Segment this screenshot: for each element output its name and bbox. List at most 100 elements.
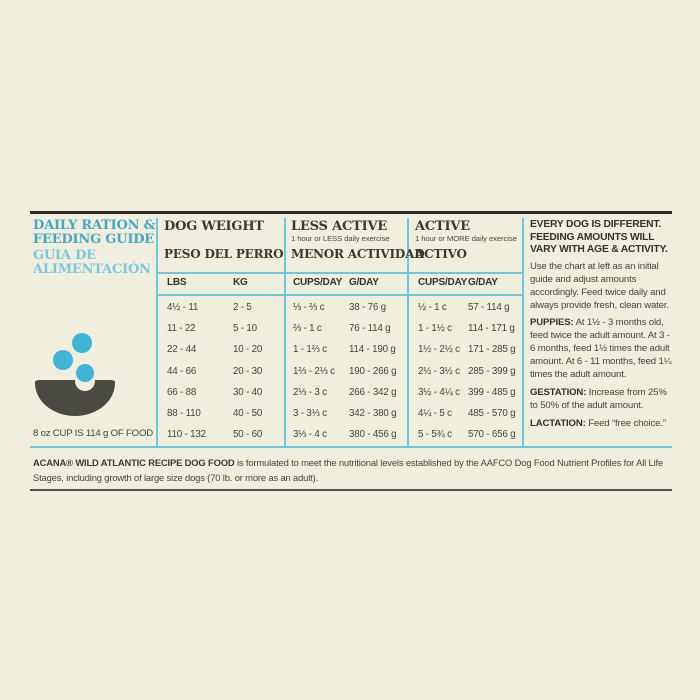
cell-lbs: 11 - 22 [167, 323, 196, 335]
advice-heading-line2: FEEDING AMOUNTS WILL [530, 231, 655, 243]
kibble-dot-icon [72, 333, 92, 353]
cell-cups-active: 2½ - 3½ c [418, 365, 460, 377]
guia-subtitle: GUIA DE ALIMENTACIÓN [33, 249, 158, 277]
cell-grams-active: 114 - 171 g [468, 323, 515, 335]
puppies-text: At 1½ - 3 months old, feed twice the adu… [530, 317, 672, 381]
kibble-dot-icon [76, 364, 94, 382]
cell-kg: 20 - 30 [233, 365, 263, 377]
cell-kg: 10 - 20 [233, 344, 263, 356]
gestation-text: Increase from 25% to 50% of the adult am… [530, 386, 667, 411]
table-row: 110 - 132 50 - 60 3⅓ - 4 c 380 - 456 g 5… [0, 426, 700, 447]
column-divider [522, 218, 524, 447]
cell-cups-active: 4¼ - 5 c [418, 407, 452, 419]
cell-grams-less-active: 266 - 342 g [349, 386, 397, 398]
group-title: DOG WEIGHT [164, 219, 264, 234]
cell-grams-active: 285 - 399 g [468, 365, 516, 377]
group-title-spanish: MENOR ACTIVIDAD [291, 247, 425, 261]
advice-section-lactation: LACTATION: Feed “free choice.” [530, 418, 676, 431]
cell-cups-less-active: 3⅓ - 4 c [293, 429, 327, 441]
cell-kg: 50 - 60 [233, 429, 263, 441]
table-row: 44 - 66 20 - 30 1⅔ - 2⅓ c 190 - 266 g 2½… [0, 363, 700, 384]
table-body: 4½ - 11 2 - 5 ⅓ - ⅔ c 38 - 76 g ½ - 1 c … [0, 299, 700, 447]
cell-cups-less-active: 2⅓ - 3 c [293, 386, 327, 398]
group-title-spanish: PESO DEL PERRO [164, 247, 284, 261]
cell-grams-less-active: 76 - 114 g [349, 323, 391, 335]
cell-lbs: 22 - 44 [167, 344, 197, 356]
col-label-kg: KG [233, 277, 248, 288]
advice-section-gestation: GESTATION: Increase from 25% to 50% of t… [530, 387, 676, 413]
daily-ration-title-line1: DAILY RATION & [33, 218, 156, 233]
column-divider [156, 218, 158, 447]
cell-cups-active: 5 - 5¾ c [418, 429, 452, 441]
cell-kg: 40 - 50 [233, 407, 263, 419]
advice-heading: EVERY DOG IS DIFFERENT. FEEDING AMOUNTS … [530, 219, 676, 257]
advice-heading-line1: EVERY DOG IS DIFFERENT. [530, 219, 661, 230]
lactation-label: LACTATION: [530, 417, 586, 429]
header-divider [156, 294, 524, 296]
group-subtitle: 1 hour or MORE daily exercise [415, 234, 517, 243]
col-label-lbs: LBS [167, 277, 187, 288]
group-title-spanish: ACTIVO [415, 247, 467, 261]
lactation-text: Feed “free choice.” [588, 417, 666, 429]
table-row: 4½ - 11 2 - 5 ⅓ - ⅔ c 38 - 76 g ½ - 1 c … [0, 299, 700, 320]
group-header-dog-weight: DOG WEIGHT PESO DEL PERRO [164, 219, 284, 271]
cup-measure-note: 8 oz CUP IS 114 g OF FOOD [33, 428, 153, 439]
column-divider [284, 218, 286, 447]
puppies-label: PUPPIES: [530, 317, 574, 329]
cell-cups-less-active: ⅔ - 1 c [293, 323, 322, 335]
aafco-statement: ACANA® WILD ATLANTIC RECIPE DOG FOOD is … [33, 456, 673, 485]
cell-grams-less-active: 190 - 266 g [349, 365, 397, 377]
aafco-statement-product: ACANA® WILD ATLANTIC RECIPE DOG FOOD [33, 457, 235, 468]
advice-heading-line3: VARY WITH AGE & ACTIVITY. [530, 244, 668, 256]
advice-section-puppies: PUPPIES: At 1½ - 3 months old, feed twic… [530, 317, 676, 382]
group-header-active: ACTIVE 1 hour or MORE daily exercise ACT… [415, 219, 521, 271]
kibble-dot-icon [53, 350, 73, 370]
group-subtitle: 1 hour or LESS daily exercise [291, 234, 390, 243]
dog-food-bowl-icon [33, 330, 155, 425]
group-title: ACTIVE [415, 219, 470, 234]
guia-subtitle-line2: ALIMENTACIÓN [33, 262, 151, 277]
column-divider [407, 218, 409, 447]
cell-kg: 30 - 40 [233, 386, 263, 398]
cell-grams-less-active: 114 - 190 g [349, 344, 396, 356]
table-row: 66 - 88 30 - 40 2⅓ - 3 c 266 - 342 g 3½ … [0, 384, 700, 405]
col-label-cups-less-active: CUPS/DAY [293, 277, 343, 288]
cell-kg: 5 - 10 [233, 323, 257, 335]
cell-grams-less-active: 380 - 456 g [349, 429, 397, 441]
header-divider [156, 272, 524, 274]
table-row: 22 - 44 10 - 20 1 - 1⅔ c 114 - 190 g 1½ … [0, 341, 700, 362]
group-header-less-active: LESS ACTIVE 1 hour or LESS daily exercis… [291, 219, 425, 271]
cell-cups-active: 1 - 1½ c [418, 323, 452, 335]
table-bottom-divider [30, 446, 672, 448]
cell-cups-active: 3½ - 4¼ c [418, 386, 460, 398]
col-label-grams-less-active: G/DAY [349, 277, 379, 288]
cell-cups-active: ½ - 1 c [418, 302, 447, 313]
cell-lbs: 4½ - 11 [167, 302, 199, 313]
cell-grams-active: 57 - 114 g [468, 302, 510, 313]
cell-grams-less-active: 342 - 380 g [349, 407, 397, 419]
cell-lbs: 88 - 110 [167, 407, 201, 419]
cell-grams-active: 171 - 285 g [468, 344, 516, 356]
col-label-cups-active: CUPS/DAY [418, 277, 468, 288]
gestation-label: GESTATION: [530, 386, 587, 398]
col-label-grams-active: G/DAY [468, 277, 498, 288]
cell-cups-less-active: 1⅔ - 2⅓ c [293, 365, 335, 377]
cell-kg: 2 - 5 [233, 302, 252, 313]
cell-lbs: 44 - 66 [167, 365, 197, 377]
cell-cups-active: 1½ - 2½ c [418, 344, 460, 356]
cell-grams-active: 485 - 570 g [468, 407, 516, 419]
top-rule [30, 211, 672, 214]
advice-intro: Use the chart at left as an initial guid… [530, 260, 669, 311]
group-title: LESS ACTIVE [291, 219, 388, 234]
cell-cups-less-active: ⅓ - ⅔ c [293, 302, 325, 313]
cell-grams-active: 570 - 656 g [468, 429, 516, 441]
daily-ration-title: DAILY RATION & FEEDING GUIDE [33, 219, 158, 247]
daily-ration-title-line2: FEEDING GUIDE [33, 232, 155, 247]
advice-panel: EVERY DOG IS DIFFERENT. FEEDING AMOUNTS … [530, 219, 676, 431]
table-row: 88 - 110 40 - 50 3 - 3⅓ c 342 - 380 g 4¼… [0, 405, 700, 426]
bottom-rule [30, 489, 672, 491]
cell-lbs: 110 - 132 [167, 429, 206, 441]
cell-grams-active: 399 - 485 g [468, 386, 516, 398]
cell-lbs: 66 - 88 [167, 386, 197, 398]
